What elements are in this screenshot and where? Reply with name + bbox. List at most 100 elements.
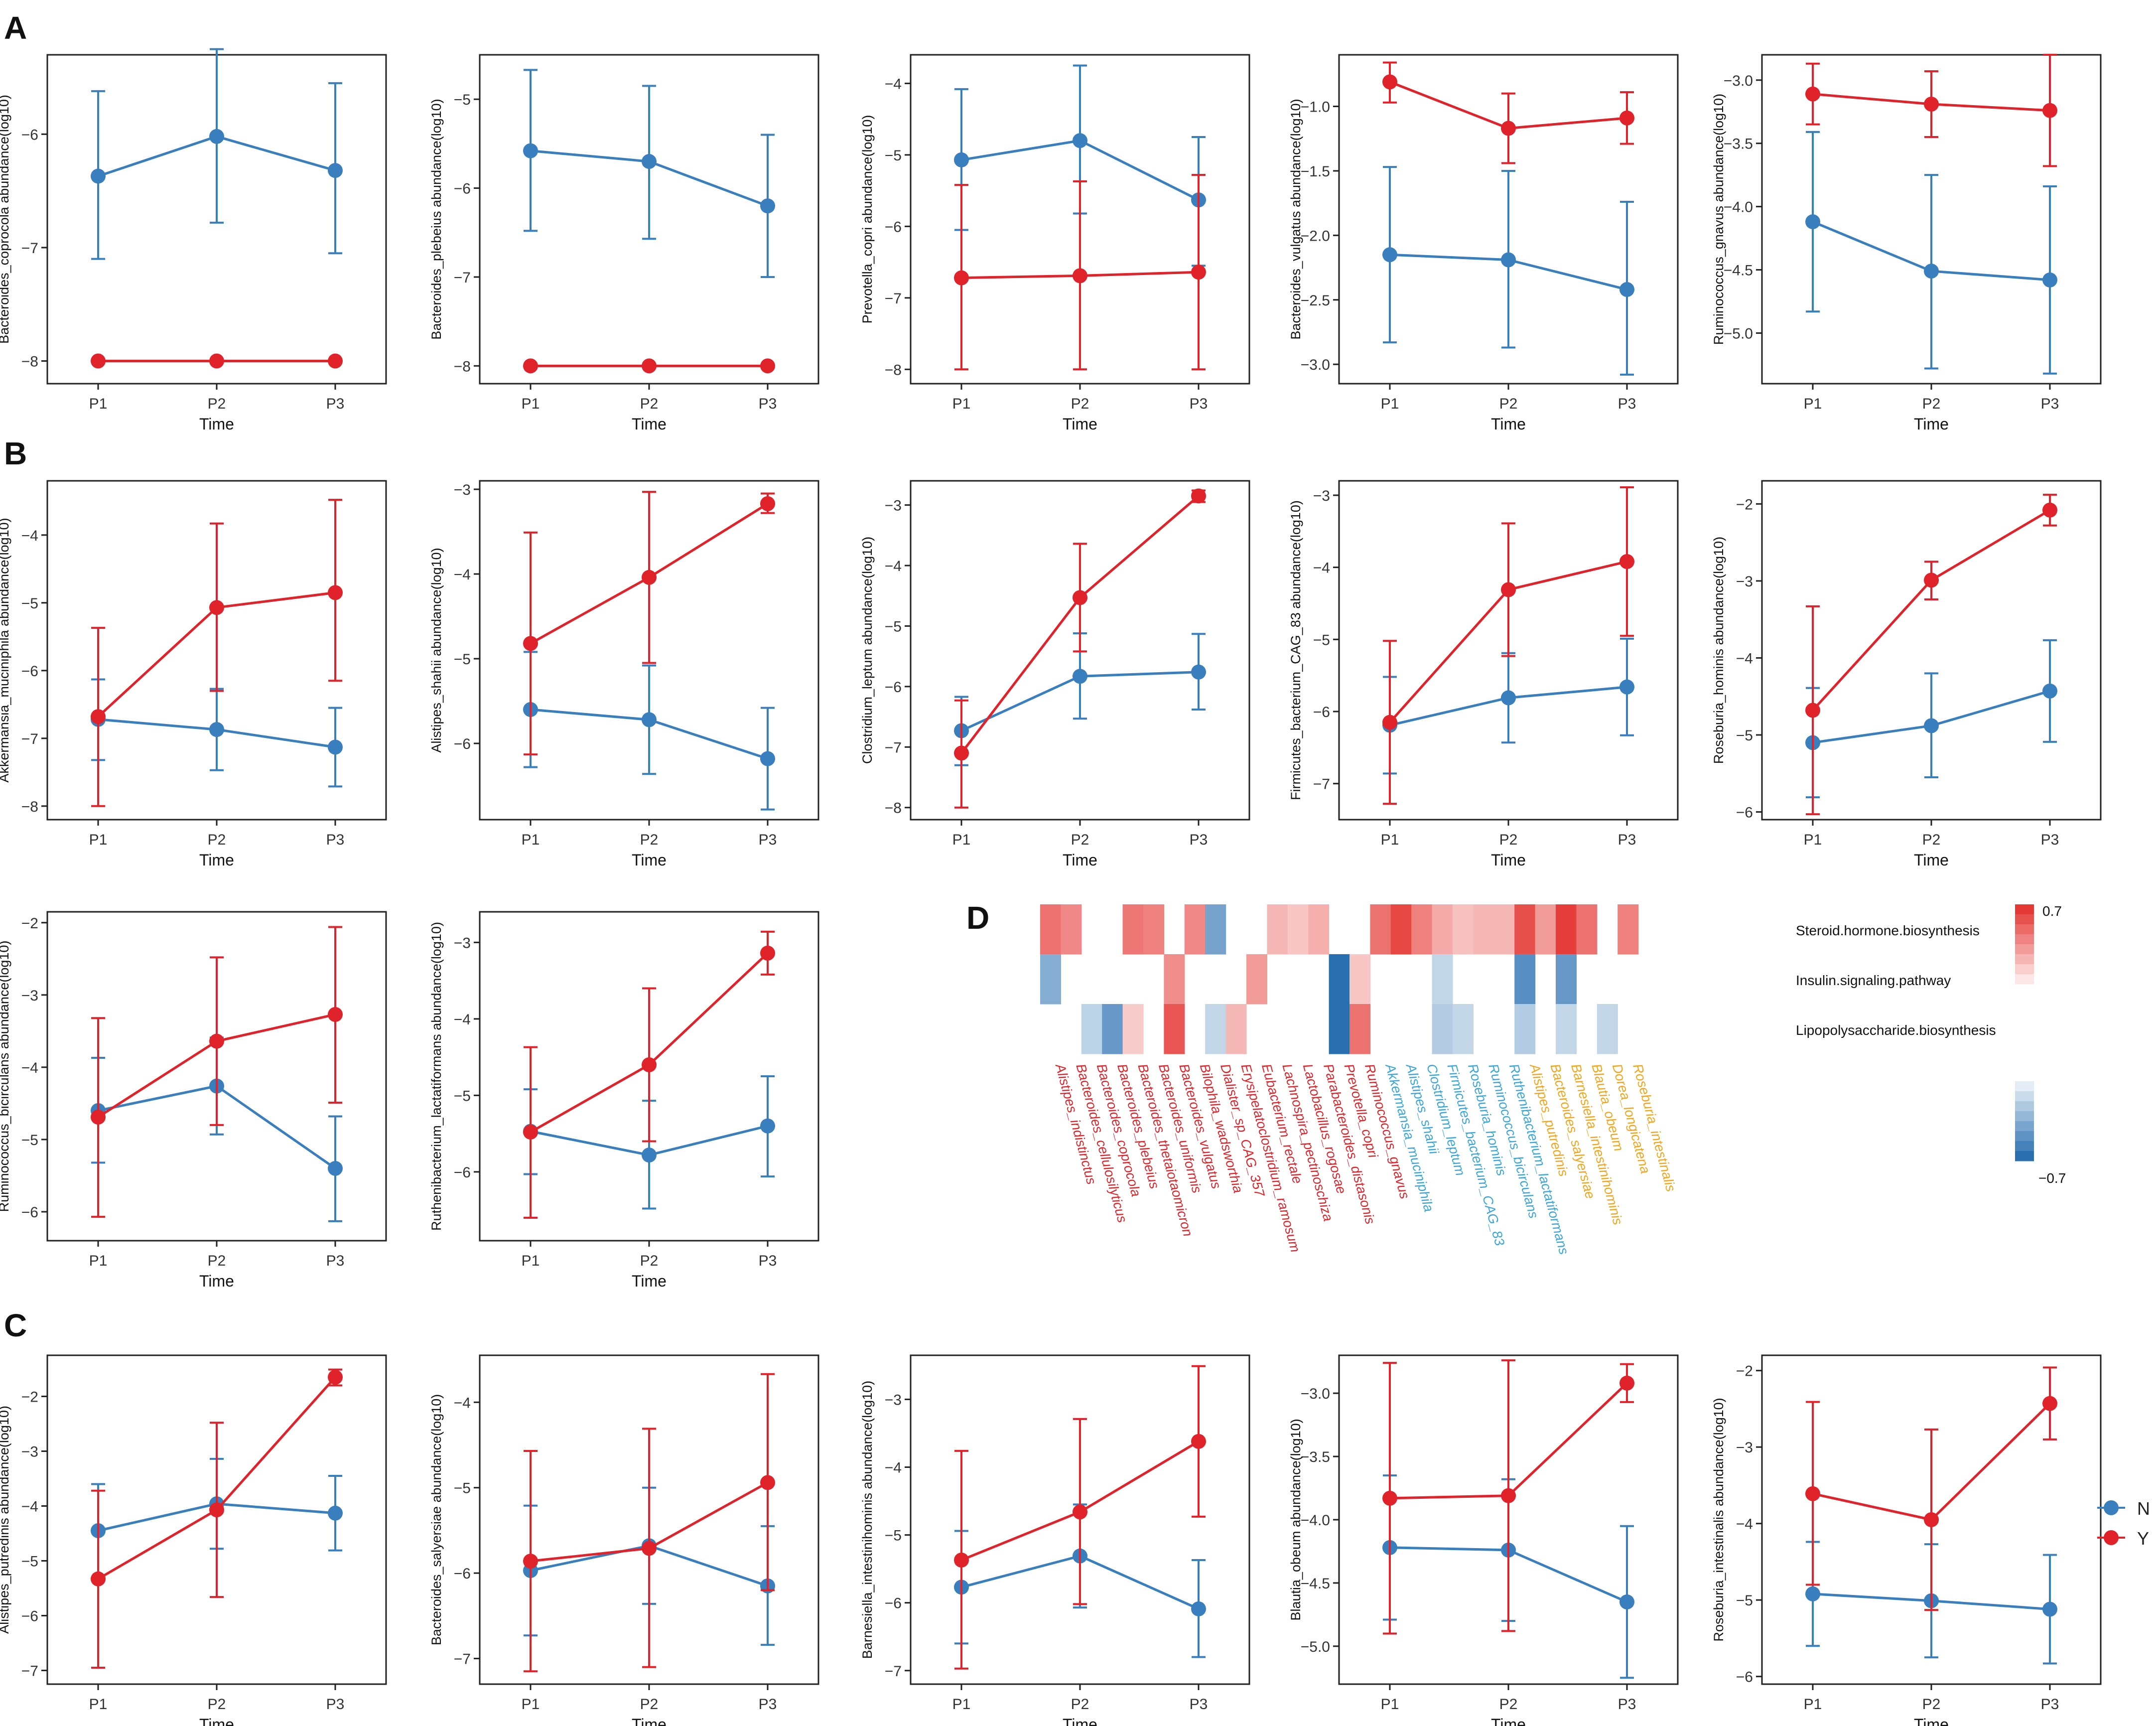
colorbar-negative-step bbox=[2015, 1081, 2034, 1092]
series-Y bbox=[523, 1373, 775, 1673]
y-tick-label: −5.0 bbox=[1724, 325, 1753, 342]
line-chart-4: −3.0 −2.5 −2.0 −1.5 −1.0 P1 P2 P3 Time Bacteroide… bbox=[1288, 54, 1679, 433]
data-point bbox=[91, 709, 106, 724]
y-tick-label: −3 bbox=[454, 935, 471, 951]
data-point bbox=[209, 353, 224, 369]
heatmap-row-1 bbox=[1040, 904, 1639, 955]
y-tick-label: −3 bbox=[1736, 1439, 1753, 1456]
panel-label-A: A bbox=[4, 10, 27, 46]
y-axis-label: Ruminococcus_gnavus abundance(log10) bbox=[1711, 94, 1726, 345]
y-tick-label: −7 bbox=[885, 290, 902, 307]
data-point bbox=[1924, 97, 1939, 112]
y-axis-label: Barnesiella_intestinihominis abundance(l… bbox=[860, 1381, 875, 1659]
y-tick-label: −8 bbox=[454, 358, 471, 375]
heatmap-cell bbox=[1453, 1004, 1474, 1054]
line-chart-3: −8 −7 −6 −5 −4 P1 P2 P3 Time Prevotella_copri abu… bbox=[860, 54, 1250, 433]
heatmap-cell bbox=[1040, 954, 1061, 1005]
series-N bbox=[1382, 166, 1634, 376]
y-tick-label: −6 bbox=[1736, 805, 1753, 821]
heatmap-cell bbox=[1164, 1004, 1185, 1054]
x-axis-label: Time bbox=[632, 851, 667, 869]
x-tick-label: P3 bbox=[1190, 832, 1208, 848]
series-Y bbox=[91, 499, 343, 807]
y-tick-label: −4 bbox=[21, 1499, 38, 1515]
data-point bbox=[2042, 103, 2057, 118]
data-point bbox=[760, 1475, 775, 1490]
y-tick-label: −4 bbox=[885, 558, 902, 575]
data-point bbox=[1073, 590, 1087, 605]
y-tick-label: −6 bbox=[885, 219, 902, 235]
x-tick-label: P3 bbox=[759, 1696, 777, 1713]
y-tick-label: −5 bbox=[885, 618, 902, 635]
heatmap-cell bbox=[1287, 904, 1309, 955]
x-axis-label: Time bbox=[1063, 1716, 1097, 1726]
x-tick-label: P2 bbox=[1922, 396, 1941, 412]
x-tick-label: P2 bbox=[1071, 396, 1089, 412]
x-tick-label: P3 bbox=[759, 396, 777, 412]
y-tick-label: −5 bbox=[21, 1554, 38, 1570]
y-tick-label: −4.5 bbox=[1301, 1576, 1330, 1592]
heatmap-cell bbox=[1122, 904, 1144, 955]
panel-label-B: B bbox=[4, 435, 27, 471]
y-tick-label: −4 bbox=[21, 1060, 38, 1076]
heatmap-row-3 bbox=[1081, 1004, 1618, 1054]
y-tick-label: −7 bbox=[454, 270, 471, 286]
y-axis-label: Blautia_obeum abundance(log10) bbox=[1288, 1419, 1303, 1620]
data-point bbox=[1619, 1594, 1634, 1609]
data-point bbox=[328, 1160, 343, 1176]
data-point bbox=[642, 1541, 657, 1556]
y-tick-label: −8 bbox=[21, 799, 38, 815]
y-axis-label: Firmicutes_bacterium_CAG_83 abundance(lo… bbox=[1288, 500, 1303, 800]
x-tick-label: P2 bbox=[1071, 1696, 1089, 1713]
y-tick-label: −5 bbox=[885, 147, 902, 164]
data-point bbox=[760, 198, 775, 214]
y-tick-label: −5 bbox=[1736, 727, 1753, 744]
series-Y bbox=[1805, 1366, 2057, 1611]
x-axis-label: Time bbox=[199, 1272, 234, 1290]
heatmap-cell bbox=[1205, 1004, 1226, 1054]
heatmap-cell bbox=[1164, 954, 1185, 1005]
x-tick-label: P2 bbox=[208, 1253, 226, 1269]
y-tick-label: −3 bbox=[885, 498, 902, 514]
series-Y bbox=[1382, 1359, 1634, 1635]
y-tick-label: −1.0 bbox=[1301, 99, 1330, 116]
data-point bbox=[760, 1118, 775, 1134]
data-point bbox=[954, 1552, 969, 1568]
data-point bbox=[2042, 1601, 2057, 1617]
heatmap-cell bbox=[1329, 1004, 1350, 1054]
heatmap-cell bbox=[1597, 1004, 1618, 1054]
x-tick-label: P1 bbox=[952, 832, 971, 848]
y-tick-label: −4 bbox=[1736, 650, 1753, 667]
data-point bbox=[328, 739, 343, 755]
y-tick-label: −5.0 bbox=[1301, 1639, 1330, 1655]
y-axis-label: Bacteroides_plebeius abundance(log10) bbox=[429, 99, 444, 339]
y-tick-label: −6 bbox=[21, 127, 38, 143]
line-chart-16: −5.0 −4.5 −4.0 −3.5 −3.0 P1 P2 P3 Time Blautia_ob… bbox=[1288, 1354, 1679, 1726]
legend-label-y: Y bbox=[2137, 1528, 2149, 1549]
line-chart-2: −8 −7 −6 −5 P1 P2 P3 Time Bacteroides_plebeius a… bbox=[429, 54, 819, 433]
heatmap-row-label: Insulin.signaling.pathway bbox=[1796, 973, 1951, 988]
colorbar-negative-step bbox=[2015, 1141, 2034, 1151]
y-tick-label: −6 bbox=[1736, 1669, 1753, 1686]
heatmap-cell bbox=[1556, 1004, 1577, 1054]
data-point bbox=[1619, 554, 1634, 570]
series-N bbox=[1805, 131, 2057, 375]
colorbar-negative-step bbox=[2015, 1151, 2034, 1161]
y-tick-label: −6 bbox=[454, 1164, 471, 1181]
data-point bbox=[1619, 110, 1634, 126]
data-point bbox=[2042, 272, 2057, 288]
data-point bbox=[2042, 683, 2057, 699]
heatmap-panel: Steroid.hormone.biosynthesis Insulin.sign… bbox=[1040, 903, 2066, 1256]
series-Y bbox=[523, 930, 775, 1219]
data-point bbox=[642, 570, 657, 585]
heatmap-cell bbox=[1061, 904, 1082, 955]
heatmap-cell bbox=[1617, 904, 1639, 955]
line-chart-10: −6 −5 −4 −3 −2 P1 P2 P3 Time Roseburia_hominis ab… bbox=[1711, 480, 2102, 869]
y-tick-label: −4 bbox=[454, 567, 471, 583]
heatmap-cell bbox=[1390, 904, 1412, 955]
data-point bbox=[1191, 664, 1206, 680]
data-point bbox=[1805, 1486, 1820, 1501]
x-tick-label: P2 bbox=[640, 1253, 659, 1269]
data-point bbox=[1501, 121, 1516, 136]
x-tick-label: P2 bbox=[208, 832, 226, 848]
